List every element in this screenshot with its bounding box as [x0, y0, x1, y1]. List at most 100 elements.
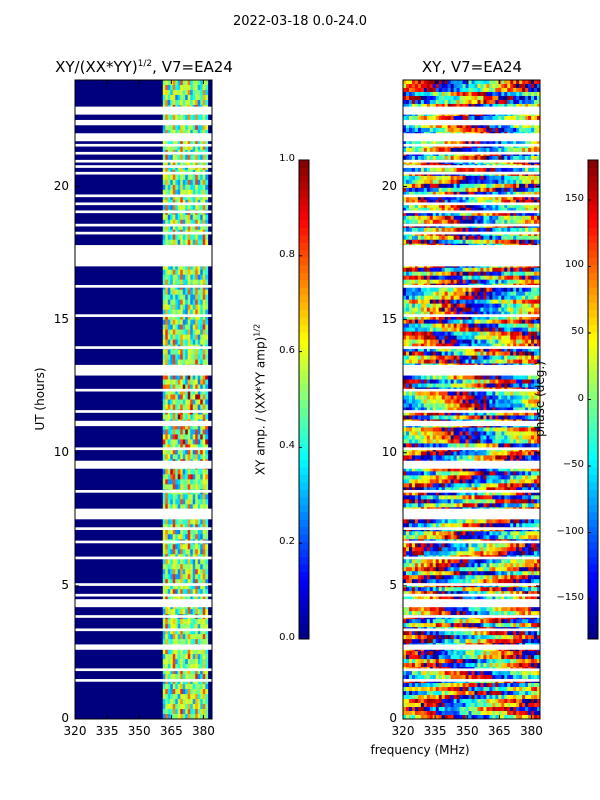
right-heat-cell	[531, 219, 535, 225]
left-heat-cell	[195, 444, 199, 450]
left-heat-cell	[190, 589, 194, 595]
left-heat-cell	[187, 504, 191, 510]
left-heat-cell	[182, 579, 186, 585]
left-heat-cell	[165, 619, 169, 625]
right-heat-cell	[507, 287, 511, 293]
left-heat-cell	[192, 474, 196, 480]
left-heat-cell	[165, 494, 169, 500]
right-heat-cell	[450, 227, 455, 233]
left-heat-cell	[177, 579, 181, 585]
left-heat-cell	[205, 434, 209, 440]
right-heat-cell	[444, 191, 449, 197]
right-heat-cell	[519, 203, 523, 209]
right-heat-cell	[444, 295, 449, 301]
left-heat-cell	[170, 484, 174, 490]
right-heat-cell	[426, 307, 431, 313]
right-heat-cell	[537, 195, 541, 201]
right-heat-cell	[501, 83, 505, 89]
right-heat-cell	[534, 179, 538, 185]
right-heat-cell	[438, 83, 443, 89]
right-heat-cell	[531, 175, 535, 181]
left-heat-cell	[175, 214, 179, 221]
left-heat-cell	[197, 80, 201, 86]
left-heat-cell	[167, 399, 171, 405]
left-heat-cell	[180, 139, 184, 146]
left-heat-cell	[162, 704, 166, 710]
right-heat-cell	[474, 95, 478, 101]
right-heat-cell	[420, 271, 425, 277]
left-heat-cell	[190, 479, 194, 485]
right-heat-cell	[519, 91, 523, 97]
left-heat-cell	[167, 204, 171, 211]
right-heat-cell	[480, 139, 484, 145]
right-heat-cell	[525, 139, 529, 145]
left-heat-cell	[170, 289, 174, 296]
right-heat-cell	[420, 275, 425, 281]
right-heat-cell	[477, 239, 481, 245]
right-heat-cell	[447, 279, 452, 285]
right-heat-cell	[501, 203, 505, 209]
left-heat-cell	[182, 624, 186, 630]
right-heat-cell	[480, 103, 484, 109]
right-heat-cell	[450, 295, 455, 301]
right-heat-cell	[486, 99, 490, 105]
left-heat-cell	[185, 219, 189, 226]
right-heat-cell	[495, 103, 499, 109]
right-heat-cell	[480, 80, 484, 85]
left-heat-cell	[165, 379, 169, 385]
left-heat-cell	[187, 194, 191, 201]
right-heat-cell	[507, 215, 511, 221]
left-heat-cell	[165, 239, 169, 246]
right-heat-cell	[468, 80, 472, 85]
right-heat-cell	[516, 87, 520, 93]
right-heat-cell	[510, 287, 514, 293]
right-heat-cell	[516, 187, 520, 193]
left-heat-cell	[185, 189, 189, 196]
left-heat-cell	[200, 189, 204, 196]
right-heat-cell	[408, 147, 413, 153]
right-heat-cell	[462, 115, 466, 121]
right-heat-cell	[441, 199, 446, 205]
right-heat-cell	[501, 87, 505, 93]
right-heat-cell	[474, 139, 478, 145]
right-heat-cell	[432, 199, 437, 205]
right-heat-cell	[537, 303, 541, 309]
left-heat-cell	[192, 609, 196, 615]
left-heat-cell	[202, 324, 206, 331]
right-heat-cell	[519, 219, 523, 225]
right-heat-cell	[444, 275, 449, 281]
right-heat-cell	[510, 203, 514, 209]
left-heat-cell	[180, 429, 184, 435]
right-heat-cell	[483, 95, 487, 101]
left-heat-cell	[205, 609, 209, 615]
right-heat-cell	[465, 275, 469, 281]
right-heat-cell	[423, 103, 428, 109]
right-heat-cell	[426, 235, 431, 241]
right-heat-cell	[403, 147, 407, 153]
left-heat-cell	[162, 174, 166, 181]
left-heat-cell	[182, 99, 186, 106]
right-heat-cell	[411, 127, 416, 133]
right-heat-cell	[453, 183, 458, 189]
right-heat-cell	[510, 303, 514, 309]
left-heat-cell	[197, 709, 201, 715]
right-heat-cell	[438, 299, 443, 305]
left-heat-cell	[167, 339, 171, 345]
right-heat-cell	[489, 307, 493, 313]
left-heat-cell	[200, 439, 204, 445]
left-heat-cell	[167, 319, 171, 326]
left-heat-cell	[185, 624, 189, 630]
right-heat-cell	[516, 303, 520, 309]
right-heat-cell	[480, 87, 484, 93]
right-heat-cell	[456, 279, 460, 285]
right-heat-cell	[462, 303, 466, 309]
left-heat-cell	[187, 224, 191, 231]
right-heat-cell	[432, 103, 437, 109]
left-heat-cell	[165, 659, 169, 665]
left-heat-cell	[202, 379, 206, 385]
right-heat-cell	[489, 207, 493, 213]
left-heat-cell	[165, 589, 169, 595]
right-heat-cell	[507, 147, 511, 153]
left-heat-cell	[177, 589, 181, 595]
right-heat-cell	[465, 183, 469, 189]
